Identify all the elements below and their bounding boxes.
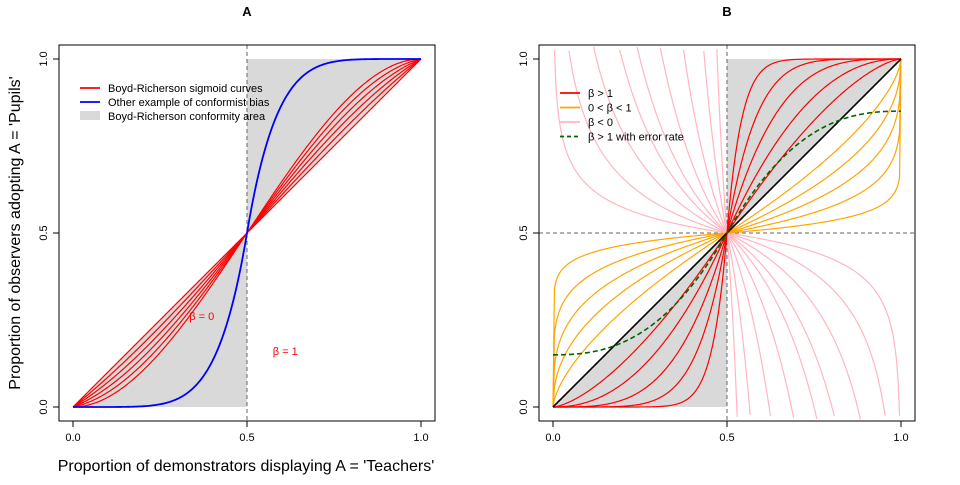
y-tick-label: 0.0 xyxy=(38,399,50,414)
panel-a-curves xyxy=(72,58,422,408)
legend-label: Boyd-Richerson sigmoid curves xyxy=(108,83,263,95)
x-tick-label: 1.0 xyxy=(893,432,908,444)
y-tick-label: 1.0 xyxy=(518,51,530,66)
series-line-20 xyxy=(553,110,901,356)
legend-label: 0 < β < 1 xyxy=(588,103,632,115)
panel-a-annotations: β = 0 β = 1 xyxy=(189,311,298,358)
x-tick-label: 0.0 xyxy=(545,432,560,444)
y-tick-label: 1.0 xyxy=(38,51,50,66)
legend-label: Other example of conformist bias xyxy=(108,97,270,109)
y-tick-label: 0.5 xyxy=(518,225,530,240)
x-tick-label: 1.0 xyxy=(413,432,428,444)
figure-xlabel: Proportion of demonstrators displaying A… xyxy=(58,458,435,475)
x-tick-label: 0.5 xyxy=(719,432,734,444)
panel-b-legend: β > 1 0 < β < 1 β < 0 β > 1 with error rate xyxy=(560,88,684,144)
curve-annotation: β = 1 xyxy=(273,346,298,358)
panel-a: A 0.0 0.5 1.0 0.0 0.5 1.0 Boyd-Richerson sig… xyxy=(38,4,436,444)
series-line-6 xyxy=(73,58,421,408)
panel-a-x-axis: 0.0 0.5 1.0 xyxy=(65,420,429,444)
panel-b-title: B xyxy=(722,4,731,19)
legend-label: β > 1 with error rate xyxy=(588,132,684,144)
x-tick-label: 0.0 xyxy=(65,432,80,444)
legend-label: β > 1 xyxy=(588,88,613,100)
panel-b-curves xyxy=(552,46,902,420)
legend-label: Boyd-Richerson conformity area xyxy=(108,111,266,123)
panel-b: B 0.0 0.5 1.0 0.0 0.5 1.0 β > 1 0 < β < 1 β < … xyxy=(518,4,916,444)
panel-a-title: A xyxy=(242,4,252,19)
panel-b-y-axis: 0.0 0.5 1.0 xyxy=(518,51,540,415)
y-tick-label: 0.5 xyxy=(38,225,50,240)
figure-ylabel: Proportion of observers adopting A = 'Pu… xyxy=(7,76,24,389)
panel-b-x-axis: 0.0 0.5 1.0 xyxy=(545,420,909,444)
legend-label: β < 0 xyxy=(588,117,613,129)
curve-annotation: β = 0 xyxy=(189,311,214,323)
legend-swatch-fill xyxy=(80,111,100,120)
panel-a-legend: Boyd-Richerson sigmoid curves Other examp… xyxy=(80,83,270,123)
y-tick-label: 0.0 xyxy=(518,399,530,414)
x-tick-label: 0.5 xyxy=(239,432,254,444)
panel-a-y-axis: 0.0 0.5 1.0 xyxy=(38,51,60,415)
